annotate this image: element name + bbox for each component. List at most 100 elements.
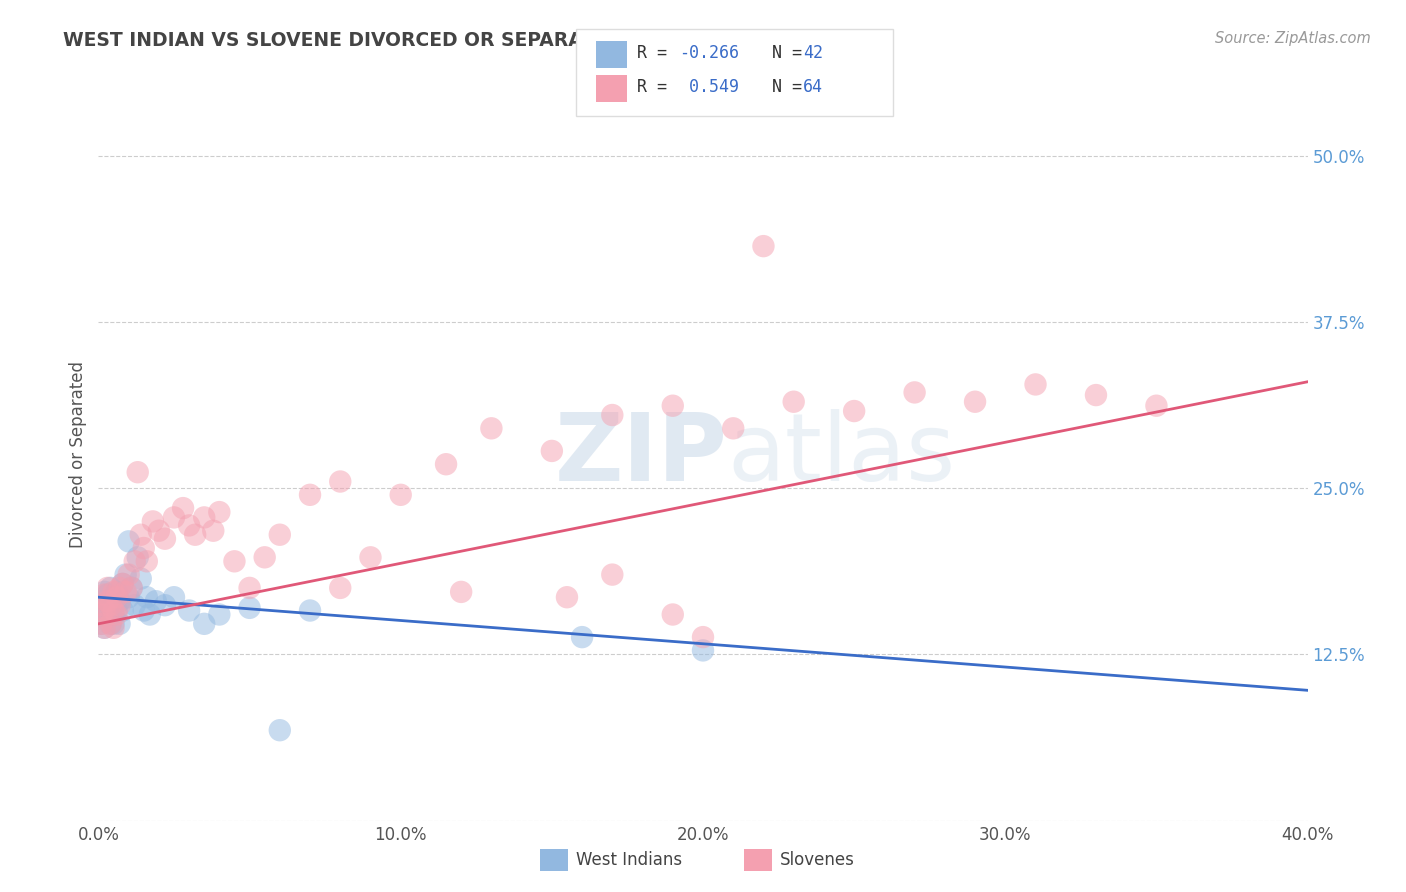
Point (103, 585, 125, 599)
Text: ZIP: ZIP (554, 409, 727, 501)
Point (111, 603, 134, 617)
Point (224, 554, 246, 568)
Point (111, 577, 134, 591)
Text: atlas: atlas (727, 409, 956, 501)
Point (904, 385, 927, 400)
Point (360, 550, 382, 565)
Point (105, 607, 128, 622)
Point (103, 591, 125, 605)
Point (299, 488, 322, 502)
Point (202, 524, 225, 538)
Point (752, 239, 775, 253)
Point (105, 591, 128, 605)
Point (844, 404, 866, 418)
Point (118, 567, 141, 582)
Point (602, 408, 624, 422)
Point (100, 598, 122, 612)
Point (481, 421, 503, 435)
Point (90, 616, 112, 631)
Point (163, 591, 186, 605)
Text: -0.266: -0.266 (679, 44, 740, 62)
Point (108, 594, 131, 608)
Point (179, 603, 201, 617)
Point (329, 581, 352, 595)
Point (118, 534, 141, 549)
Point (108, 616, 131, 631)
Point (132, 603, 155, 617)
Text: Slovenes: Slovenes (780, 851, 855, 869)
Point (139, 607, 162, 622)
Point (127, 465, 149, 479)
Point (153, 532, 176, 546)
Point (145, 594, 167, 608)
Point (208, 505, 231, 519)
Point (114, 567, 136, 582)
Point (114, 585, 136, 599)
Text: 0.549: 0.549 (679, 78, 740, 95)
Point (124, 598, 146, 612)
Text: Source: ZipAtlas.com: Source: ZipAtlas.com (1215, 31, 1371, 46)
Point (239, 581, 262, 595)
Point (93, 585, 115, 599)
Point (105, 585, 128, 599)
Point (389, 488, 412, 502)
Point (1085, 388, 1108, 402)
Point (90, 594, 112, 608)
Point (103, 616, 125, 631)
Point (100, 616, 122, 631)
Point (90, 607, 112, 622)
Point (127, 550, 149, 565)
Point (90, 598, 112, 612)
Text: N =: N = (752, 44, 813, 62)
Point (179, 518, 201, 533)
Point (184, 527, 207, 541)
Point (571, 630, 593, 644)
Point (299, 603, 322, 617)
Point (269, 527, 291, 541)
Point (100, 581, 122, 595)
Point (661, 607, 683, 622)
Point (129, 527, 152, 541)
Point (135, 554, 157, 568)
Point (269, 723, 291, 738)
Point (93, 598, 115, 612)
Point (103, 621, 125, 635)
Point (153, 598, 176, 612)
Point (100, 616, 122, 631)
Point (103, 603, 125, 617)
Point (1024, 377, 1046, 392)
Point (93, 588, 115, 602)
Text: N =: N = (752, 78, 813, 95)
Text: R =: R = (637, 44, 676, 62)
Text: West Indians: West Indians (576, 851, 682, 869)
Point (96, 581, 118, 595)
Text: 42: 42 (803, 44, 823, 62)
Point (129, 572, 152, 586)
Point (208, 607, 231, 622)
Point (121, 581, 143, 595)
Point (253, 550, 276, 565)
Point (135, 591, 157, 605)
Point (555, 591, 578, 605)
Point (692, 630, 714, 644)
Point (965, 394, 987, 409)
Point (692, 643, 714, 657)
Point (783, 394, 806, 409)
Point (121, 581, 143, 595)
Point (96, 607, 118, 622)
Point (540, 444, 562, 458)
Point (132, 541, 155, 555)
Point (142, 515, 165, 529)
Point (723, 421, 745, 435)
Point (96, 603, 118, 617)
Point (90, 616, 112, 631)
Point (661, 399, 683, 413)
Point (124, 554, 146, 568)
Point (118, 591, 141, 605)
Point (148, 524, 170, 538)
Point (108, 581, 131, 595)
Text: WEST INDIAN VS SLOVENE DIVORCED OR SEPARATED CORRELATION CHART: WEST INDIAN VS SLOVENE DIVORCED OR SEPAR… (63, 31, 855, 50)
Point (602, 567, 624, 582)
Point (103, 607, 125, 622)
Point (434, 457, 457, 471)
